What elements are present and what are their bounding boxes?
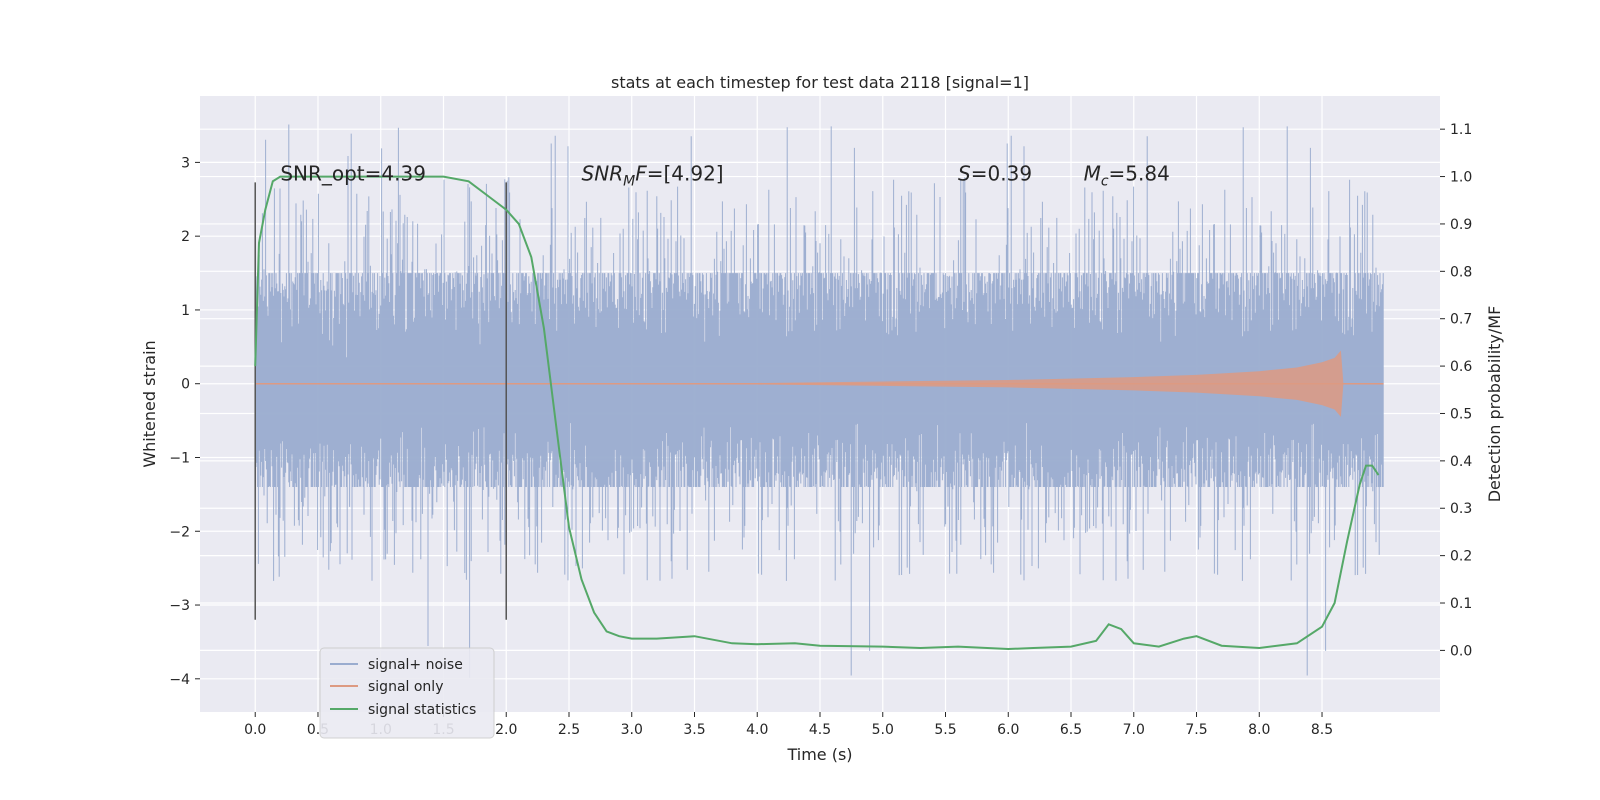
y-axis-right-label: Detection probability/MF [1485,306,1504,503]
y-axis-label: Whitened strain [140,340,159,467]
x-tick-label: 8.0 [1248,722,1270,738]
y-right-tick-label: 0.5 [1450,406,1472,422]
x-tick-label: 4.5 [809,722,831,738]
y-tick-label: −3 [169,598,190,614]
y-tick-label: 3 [181,155,190,171]
legend-box [319,647,495,739]
y-axis-right-ticks: 0.0 0.1 0.2 0.3 0.4 0.5 0.6 0.7 0.8 0.9 1.0 1.1 [1440,122,1472,659]
y-right-tick-label: 0.6 [1450,359,1472,375]
x-tick-label: 3.5 [683,722,705,738]
x-tick-label: 5.0 [872,722,894,738]
x-tick-label: 7.5 [1185,722,1207,738]
y-right-tick-label: 0.4 [1450,454,1472,470]
x-tick-label: 7.0 [1123,722,1145,738]
y-tick-label: 0 [181,377,190,393]
legend-label-statistics: signal statistics [368,702,476,718]
x-tick-label: 8.5 [1311,722,1333,738]
y-right-tick-label: 0.9 [1450,217,1472,233]
annotation-s-val: S=0.39 [958,161,1032,185]
y-tick-label: 2 [181,229,190,245]
y-axis-ticks: −4 −3 −2 −1 0 1 2 3 [169,155,200,688]
annotations: SNR_opt=4.39 SNRMF=[4.92] S=0.39 Mc=5.84 [280,161,1170,189]
x-tick-label: 4.0 [746,722,768,738]
series-signal-only [255,350,1384,417]
x-axis-label: Time (s) [786,745,852,764]
vertical-markers [254,182,507,620]
y-right-tick-label: 0.2 [1450,549,1472,565]
y-tick-label: −2 [169,524,190,540]
y-right-tick-label: 0.3 [1450,501,1472,517]
y-tick-label: −1 [169,450,190,466]
x-tick-label: 6.5 [1060,722,1082,738]
x-tick-label: 3.0 [621,722,643,738]
series-signal-statistics [254,175,1380,651]
y-tick-label: 1 [181,303,190,319]
annotation-mc-val: Mc=5.84 [1084,161,1170,189]
annotation-snr-mf: SNRMF=[4.92] [582,161,724,189]
x-tick-label: 5.5 [934,722,956,738]
x-tick-label: 2.5 [558,722,580,738]
y-right-tick-label: 0.1 [1450,596,1472,612]
y-right-tick-label: 0.8 [1450,264,1472,280]
legend-label-noise: signal+ noise [368,657,463,673]
annotation-snr-opt: SNR_opt=4.39 [280,161,426,185]
y-right-tick-label: 1.1 [1450,122,1472,138]
x-tick-label: 6.0 [997,722,1019,738]
y-right-tick-label: 1.0 [1450,170,1472,186]
x-tick-label: 2.0 [495,722,517,738]
y-right-tick-label: 0.7 [1450,312,1472,328]
statistics-line [254,175,1380,651]
chart-title: stats at each timestep for test data 211… [611,73,1029,92]
x-tick-label: 0.0 [244,722,266,738]
legend-label-signal: signal only [368,679,443,695]
legend: signal+ noise signal only signal statist… [319,647,495,739]
y-right-tick-label: 0.0 [1450,643,1472,659]
y-tick-label: −4 [169,672,190,688]
